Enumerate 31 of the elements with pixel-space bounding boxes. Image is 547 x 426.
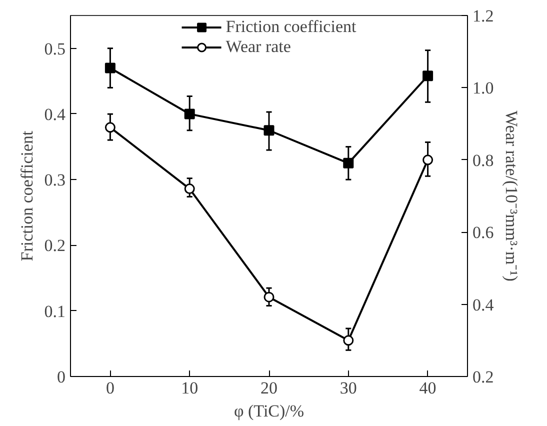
x-tick-label: 10 [181, 378, 198, 398]
x-tick-label: 30 [340, 378, 357, 398]
point [184, 184, 195, 194]
point [264, 292, 274, 302]
y-axis-title: Friction coefficient [17, 130, 36, 262]
legend-label: Friction coefficient [226, 17, 356, 37]
point [422, 154, 434, 166]
y-tick-label: 0.2 [44, 236, 66, 256]
y2-tick-label: 0.6 [472, 223, 494, 242]
point [422, 70, 434, 82]
point [104, 122, 116, 133]
legend-label: Wear rate [226, 37, 291, 57]
x-tick-label: 20 [260, 378, 278, 398]
point [184, 108, 195, 120]
y2-tick-label: 1.0 [472, 78, 494, 98]
y-tick-label: 0.4 [44, 104, 66, 124]
point [264, 125, 274, 136]
y2-tick-label: 0.4 [472, 295, 494, 314]
y-tick-label: 0.1 [44, 302, 66, 321]
y2-axis-title: Wear rate/(10⁻³mm³·m⁻¹) [502, 110, 521, 282]
x-tick-label: 0 [106, 378, 114, 398]
y2-tick-label: 1.2 [472, 6, 494, 26]
point [343, 335, 354, 346]
point [104, 62, 116, 74]
x-tick-label: 40 [419, 378, 436, 398]
point [343, 158, 354, 168]
y2-tick-label: 0.2 [472, 368, 494, 386]
y-tick-label: 0.3 [44, 170, 66, 190]
y-tick-label: 0.5 [44, 39, 66, 58]
x-axis-title: φ (TiC)/% [234, 402, 304, 420]
y2-tick-label: 0.8 [472, 150, 494, 170]
